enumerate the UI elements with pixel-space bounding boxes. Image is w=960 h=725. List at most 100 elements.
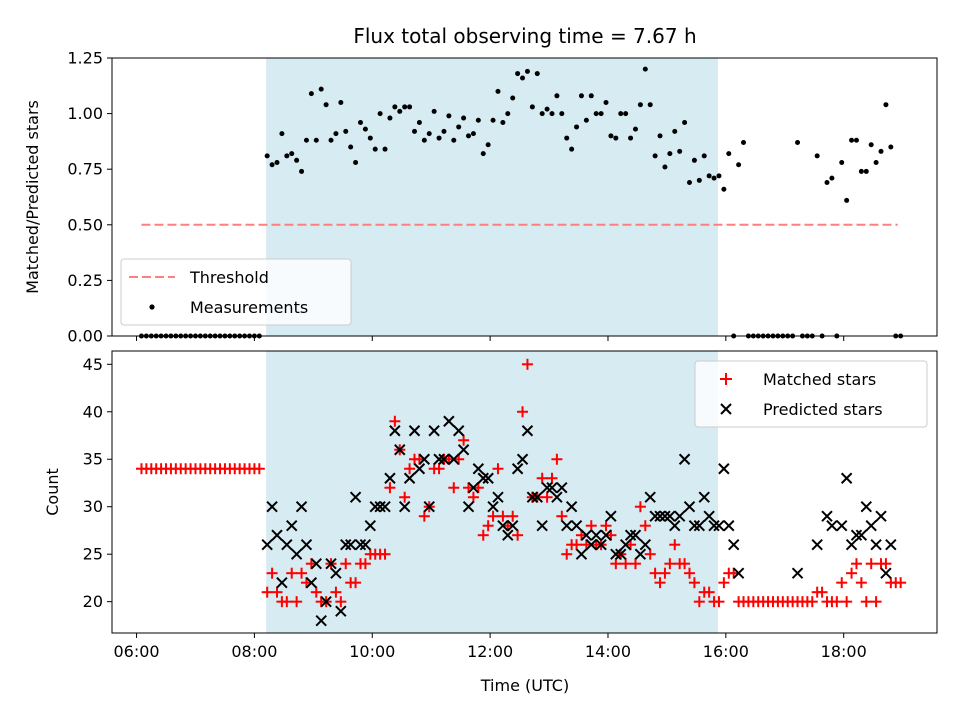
measurement-point — [726, 151, 731, 156]
measurement-point — [658, 133, 663, 138]
measurement-point — [554, 93, 559, 98]
figure: Flux total observing time = 7.67 h 0.00 0… — [0, 0, 960, 720]
predicted-star-point — [866, 521, 876, 531]
matched-star-point — [866, 558, 877, 569]
measurement-point — [874, 160, 879, 165]
top-y-tick-label: 0.75 — [67, 160, 103, 179]
measurement-point — [265, 153, 270, 158]
measurement-point — [608, 133, 613, 138]
matched-star-point — [807, 596, 818, 607]
measurement-point — [500, 120, 505, 125]
top-y-tick-label: 0.00 — [67, 327, 103, 346]
measurement-point — [869, 142, 874, 147]
measurement-point — [859, 169, 864, 174]
measurement-point — [559, 111, 564, 116]
bottom-y-tick-label: 45 — [83, 355, 103, 374]
measurement-point — [712, 176, 717, 181]
x-tick-label: 16:00 — [703, 642, 749, 661]
chart-title: Flux total observing time = 7.67 h — [353, 24, 696, 48]
measurement-point — [545, 107, 550, 112]
measurement-point — [284, 153, 289, 158]
predicted-star-point — [842, 473, 852, 483]
legend-measurements-swatch — [149, 304, 154, 309]
matched-star-point — [871, 596, 882, 607]
measurement-point — [677, 149, 682, 154]
measurement-point — [378, 111, 383, 116]
matched-star-point — [856, 577, 867, 588]
measurement-point — [314, 138, 319, 143]
measurement-point — [387, 116, 392, 121]
measurement-point — [623, 111, 628, 116]
measurement-point — [333, 131, 338, 136]
measurement-point — [584, 118, 589, 123]
measurement-point — [481, 151, 486, 156]
x-tick-label: 08:00 — [231, 642, 277, 661]
measurement-point — [829, 176, 834, 181]
measurement-point — [697, 178, 702, 183]
measurement-point — [476, 118, 481, 123]
legend-predicted-label: Predicted stars — [763, 400, 883, 419]
measurement-point — [304, 138, 309, 143]
measurement-point — [289, 151, 294, 156]
measurement-point — [844, 198, 849, 203]
measurement-point — [535, 71, 540, 76]
top-y-tick-label: 0.50 — [67, 215, 103, 234]
measurement-point — [299, 169, 304, 174]
matched-star-point — [851, 558, 862, 569]
measurement-point — [707, 173, 712, 178]
measurement-point — [795, 140, 800, 145]
bottom-y-ticks: 202530354045 — [83, 355, 112, 611]
predicted-star-point — [822, 511, 832, 521]
measurement-point — [338, 100, 343, 105]
measurement-point — [564, 136, 569, 141]
measurement-point — [638, 102, 643, 107]
measurement-point — [329, 138, 334, 143]
measurement-point — [275, 160, 280, 165]
top-y-tick-label: 1.00 — [67, 104, 103, 123]
measurement-point — [579, 93, 584, 98]
measurement-point — [702, 153, 707, 158]
predicted-star-point — [886, 540, 896, 550]
measurement-point — [417, 120, 422, 125]
measurement-point — [613, 136, 618, 141]
x-tick-label: 14:00 — [585, 642, 631, 661]
top-y-tick-label: 1.25 — [67, 49, 103, 68]
measurement-point — [849, 138, 854, 143]
legend-threshold-label: Threshold — [189, 268, 269, 287]
measurement-point — [353, 160, 358, 165]
measurement-point — [530, 104, 535, 109]
matched-star-point — [718, 577, 729, 588]
measurement-point — [510, 96, 515, 101]
bottom-y-tick-label: 25 — [83, 545, 103, 564]
measurement-point — [324, 102, 329, 107]
measurement-point — [520, 76, 525, 81]
matched-star-point — [895, 577, 906, 588]
x-tick-label: 10:00 — [349, 642, 395, 661]
measurement-point — [279, 131, 284, 136]
bottom-y-tick-label: 20 — [83, 592, 103, 611]
measurement-point — [721, 187, 726, 192]
measurement-point — [446, 113, 451, 118]
matched-star-point — [841, 596, 852, 607]
measurement-point — [550, 111, 555, 116]
measurement-point — [682, 120, 687, 125]
predicted-star-point — [827, 521, 837, 531]
matched-star-point — [831, 596, 842, 607]
measurement-point — [368, 136, 373, 141]
measurement-point — [628, 136, 633, 141]
measurement-point — [412, 129, 417, 134]
x-tick-label: 18:00 — [821, 642, 867, 661]
measurement-point — [687, 180, 692, 185]
measurement-point — [309, 91, 314, 96]
predicted-star-point — [837, 521, 847, 531]
measurement-point — [441, 129, 446, 134]
measurement-point — [456, 124, 461, 129]
predicted-star-point — [881, 568, 891, 578]
measurement-point — [864, 169, 869, 174]
measurement-point — [716, 173, 721, 178]
measurement-point — [825, 180, 830, 185]
measurement-point — [427, 131, 432, 136]
measurement-point — [363, 127, 368, 132]
measurement-point — [667, 151, 672, 156]
measurement-point — [883, 102, 888, 107]
